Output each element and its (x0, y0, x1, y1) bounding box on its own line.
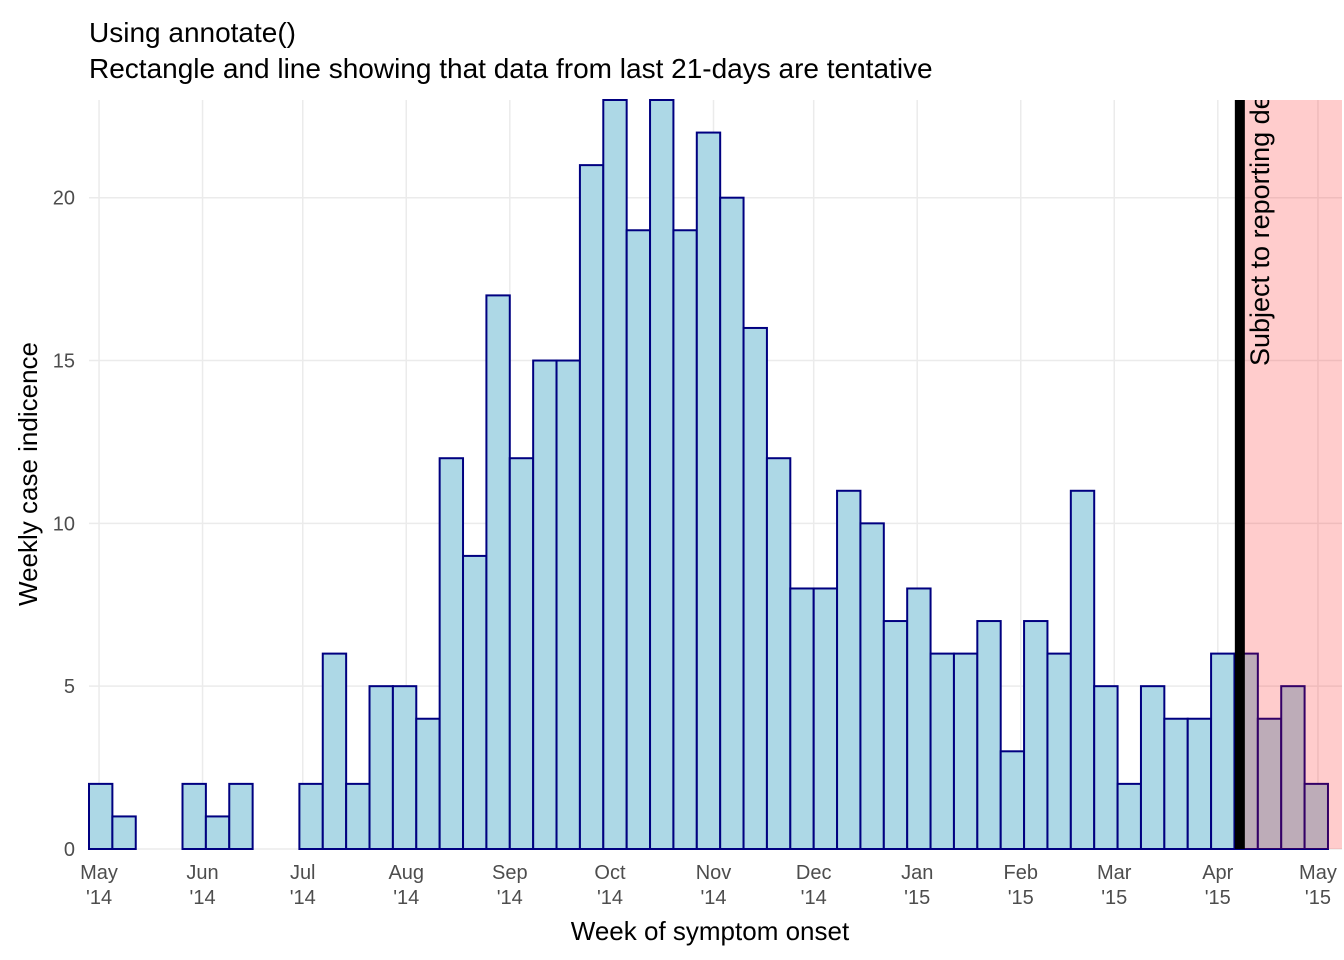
bar (649, 99, 675, 850)
bar (1116, 782, 1142, 850)
bar (438, 457, 465, 850)
bar (1069, 489, 1096, 850)
chart-title: Using annotate() (89, 17, 296, 48)
x-tick-label: May '15 (1299, 862, 1337, 909)
y-tick-label: 5 (64, 676, 75, 698)
x-tick-label: Jan '15 (901, 862, 933, 909)
y-axis-label: Weekly case indicence (13, 342, 43, 606)
bar (719, 196, 745, 850)
bar (1139, 685, 1166, 850)
bar (578, 164, 605, 850)
y-tick-label: 20 (53, 188, 75, 210)
y-tick-label: 10 (53, 513, 75, 535)
bar (508, 457, 535, 850)
bar (672, 229, 698, 850)
bar (976, 620, 1002, 850)
bar (555, 359, 581, 850)
bar (111, 815, 137, 850)
x-tick-label: Apr '15 (1202, 862, 1233, 909)
bar (391, 685, 418, 850)
y-tick-label: 0 (64, 839, 75, 861)
bar (952, 652, 979, 851)
bar (181, 782, 207, 850)
bar (1303, 782, 1329, 850)
y-tick-label: 15 (53, 351, 75, 373)
bar (1210, 652, 1236, 851)
bar (415, 717, 441, 850)
bar (368, 685, 394, 850)
bar (836, 489, 862, 850)
bars (88, 99, 1329, 851)
bar (1046, 652, 1072, 851)
bar (695, 131, 722, 850)
bar (462, 554, 488, 850)
x-tick-label: Sep '14 (492, 862, 528, 909)
bar (1093, 685, 1119, 850)
bar (228, 782, 254, 850)
bar (1186, 717, 1213, 850)
chart-subtitle: Rectangle and line showing that data fro… (89, 53, 933, 84)
annotation: Subject to reporting delays (1234, 46, 1342, 849)
bar (88, 782, 114, 850)
x-tick-label: Jun '14 (186, 862, 218, 909)
bar (625, 229, 652, 850)
bar (789, 587, 815, 850)
tick-labels: 0 5 10 15 20 May '14 Jun '14 Jul '14 Aug '14 Sep '14 Oc… (53, 188, 1337, 909)
bar (929, 652, 955, 851)
bar (602, 99, 628, 850)
x-tick-label: Aug '14 (388, 862, 424, 909)
bar (345, 782, 371, 850)
bar (1023, 620, 1049, 850)
x-tick-label: Dec '14 (796, 862, 832, 909)
x-axis-label: Week of symptom onset (571, 916, 850, 946)
bar (321, 652, 348, 851)
bar (859, 522, 885, 850)
bar (742, 326, 768, 850)
x-tick-label: Oct '14 (594, 862, 626, 909)
x-tick-label: May '14 (80, 862, 118, 909)
x-tick-label: Jul '14 (290, 862, 316, 909)
x-tick-label: Nov '14 (696, 862, 732, 909)
bar (812, 587, 839, 850)
annotation-text: Subject to reporting delays (1245, 46, 1275, 366)
bar (298, 782, 324, 850)
bar (882, 620, 909, 850)
bar (999, 750, 1026, 850)
bar (532, 359, 558, 850)
x-tick-label: Feb '15 (1003, 862, 1037, 909)
tentative-region (1239, 100, 1342, 849)
x-tick-label: Mar '15 (1097, 862, 1132, 909)
bar (1163, 717, 1189, 850)
bar (1280, 685, 1306, 850)
bar (906, 587, 932, 850)
bar (485, 294, 511, 850)
bar (204, 815, 231, 850)
bar (765, 457, 792, 850)
